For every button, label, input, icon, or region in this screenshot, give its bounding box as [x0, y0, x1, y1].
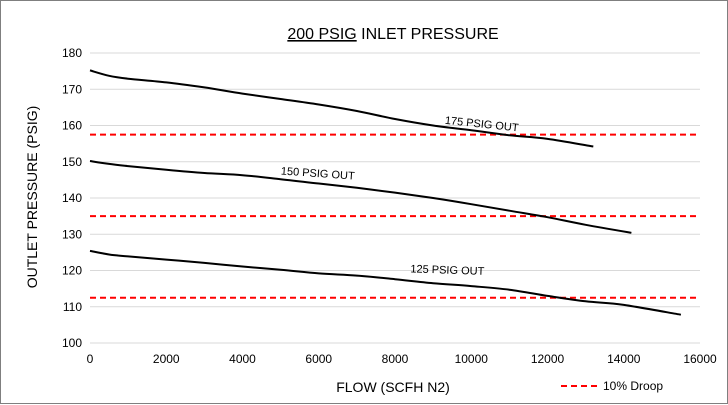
gridlines — [90, 52, 700, 344]
series-lines — [89, 69, 682, 316]
x-tick-8000: 8000 — [382, 352, 409, 366]
x-tick-4000: 4000 — [229, 352, 256, 366]
x-tick-labels: 0 2000 4000 6000 8000 10000 12000 14000 16000 — [87, 352, 717, 366]
y-tick-170: 170 — [62, 82, 82, 96]
x-tick-6000: 6000 — [305, 352, 332, 366]
chart-title-rest: INLET PRESSURE — [357, 26, 499, 43]
y-tick-140: 140 — [62, 191, 82, 205]
x-tick-14000: 14000 — [607, 352, 641, 366]
curve-label-2: 150 PSIG OUT — [280, 165, 355, 182]
legend-label-droop: 10% Droop — [603, 379, 663, 393]
y-tick-120: 120 — [62, 264, 82, 278]
x-tick-10000: 10000 — [455, 352, 489, 366]
y-tick-160: 160 — [62, 119, 82, 133]
x-tick-16000: 16000 — [683, 352, 717, 366]
y-tick-100: 100 — [62, 336, 82, 350]
legend: 10% Droop — [561, 379, 663, 393]
droop-lines — [90, 133, 700, 299]
x-tick-12000: 12000 — [531, 352, 565, 366]
y-tick-180: 180 — [62, 46, 82, 60]
x-tick-0: 0 — [87, 352, 94, 366]
y-axis-label: OUTLET PRESSURE (PSIG) — [24, 106, 40, 289]
series-line-1 — [89, 69, 594, 148]
x-axis-label: FLOW (SCFH N2) — [336, 379, 450, 395]
series-line-2 — [89, 160, 632, 234]
curve-label-3: 125 PSIG OUT — [410, 263, 485, 278]
y-tick-130: 130 — [62, 227, 82, 241]
chart-title-underlined: 200 PSIG — [287, 26, 356, 43]
y-tick-150: 150 — [62, 155, 82, 169]
series-line-3 — [89, 249, 682, 316]
x-tick-2000: 2000 — [153, 352, 180, 366]
chart-title: 200 PSIG INLET PRESSURE — [287, 26, 498, 43]
y-tick-110: 110 — [63, 300, 82, 314]
y-tick-labels: 100 110 120 130 140 150 160 170 180 — [62, 46, 82, 350]
